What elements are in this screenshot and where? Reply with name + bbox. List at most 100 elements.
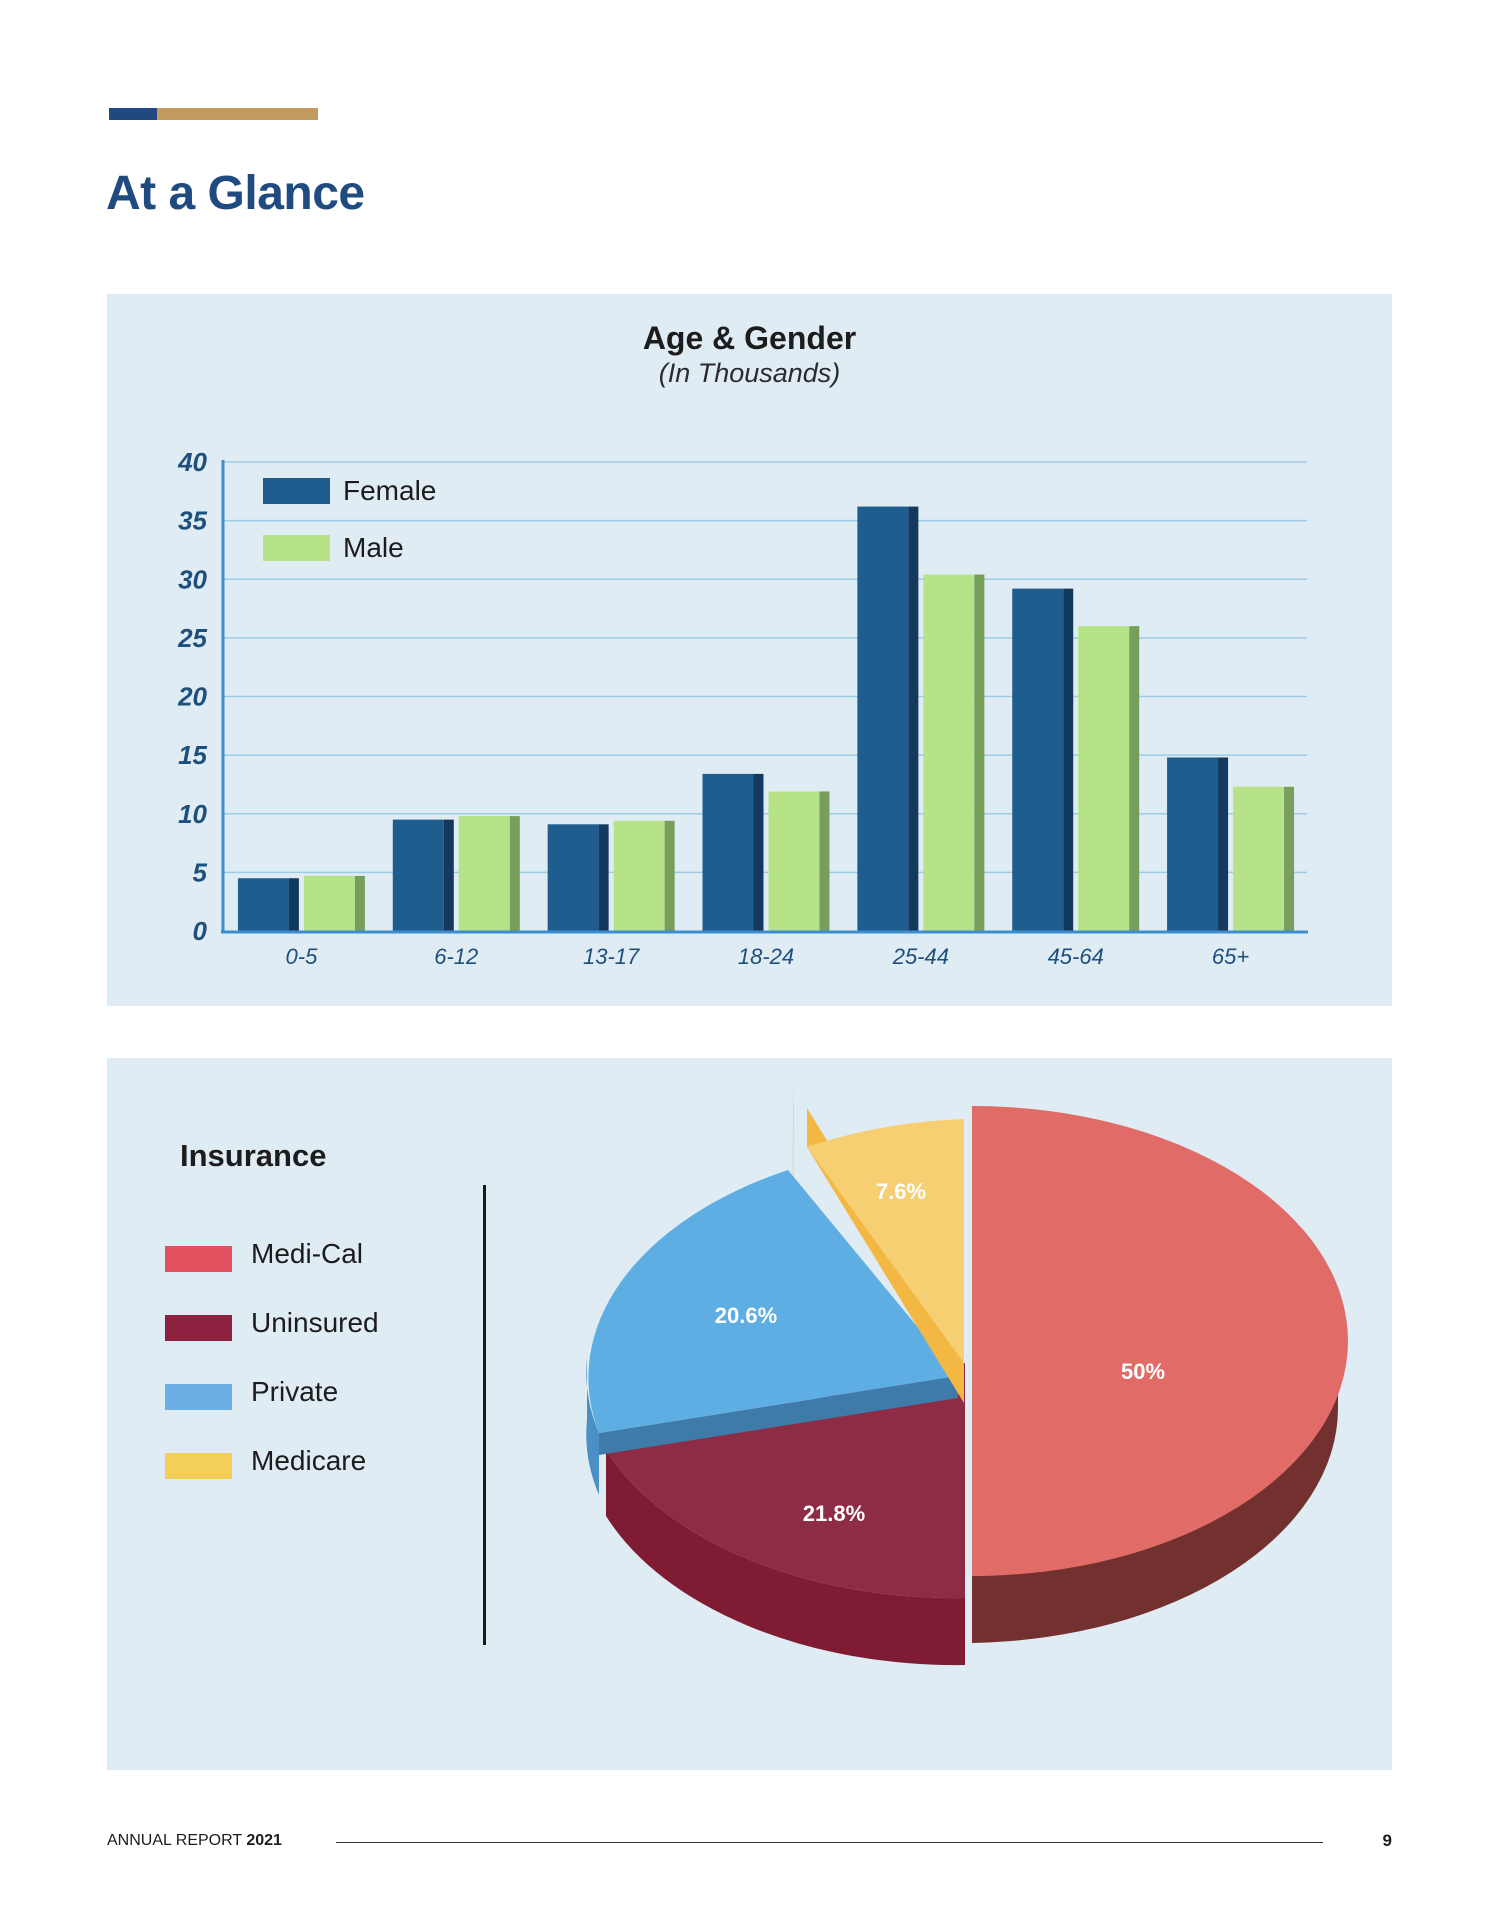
- bar-side: [1218, 757, 1229, 931]
- footer-divider: [336, 1842, 1323, 1843]
- legend-swatch-medi-cal: [165, 1246, 232, 1272]
- bar-front: [768, 791, 820, 931]
- pie-depth-private: [586, 1358, 599, 1495]
- y-tick-label: 40: [177, 447, 207, 477]
- age-gender-panel: Age & Gender (In Thousands) 0 5 10 15 20 25 30…: [107, 294, 1392, 1006]
- footer-report-label: ANNUAL REPORT 2021: [107, 1832, 282, 1850]
- bar-front: [923, 574, 975, 931]
- bar-female-65+: [1167, 757, 1229, 931]
- y-tick-label: 10: [178, 799, 207, 829]
- pie-label-uninsured: 21.8%: [803, 1501, 865, 1526]
- y-tick-label: 0: [193, 916, 208, 946]
- bar-side: [974, 574, 985, 931]
- pie-slice-medi-cal: [972, 1106, 1348, 1576]
- legend-label-private: Private: [251, 1376, 339, 1407]
- x-tick-label: 13-17: [583, 944, 640, 969]
- bar-side: [753, 773, 764, 931]
- y-tick-label: 25: [177, 623, 207, 653]
- y-tick-label: 30: [178, 564, 207, 594]
- bar-front: [1012, 588, 1064, 931]
- legend-label-male: Male: [343, 532, 404, 563]
- legend-label-medicare: Medicare: [251, 1445, 367, 1476]
- bar-front: [1167, 757, 1219, 931]
- bar-front: [392, 819, 444, 931]
- x-tick-label: 18-24: [738, 944, 794, 969]
- pie-label-medicare: 7.6%: [876, 1179, 926, 1204]
- pie-cut-private: [599, 1376, 958, 1455]
- bar-chart-title: Age & Gender: [642, 320, 857, 356]
- pie-slice-medicare: [807, 1119, 964, 1363]
- legend-divider: [483, 1185, 486, 1645]
- bar-male-18-24: [768, 791, 830, 931]
- legend-swatch-medicare: [165, 1453, 232, 1479]
- bar-side: [288, 878, 299, 931]
- bar-male-65+: [1233, 786, 1295, 931]
- bar-front: [1233, 786, 1285, 931]
- bar-y-ticks: 0 5 10 15 20 25 30 35 40: [177, 447, 207, 946]
- x-tick-label: 45-64: [1048, 944, 1104, 969]
- insurance-panel: Insurance Medi-Cal Uninsured Private Med…: [107, 1058, 1392, 1770]
- bar-side: [509, 816, 520, 931]
- bar-gridlines: [223, 461, 1307, 874]
- page-number: 9: [1382, 1831, 1392, 1850]
- pie-slice-private: [588, 1170, 958, 1433]
- bar-male-25-44: [923, 574, 985, 931]
- bar-front: [303, 875, 355, 931]
- bar-male-0-5: [303, 875, 365, 931]
- bar-front: [857, 506, 909, 931]
- legend-swatch-uninsured: [165, 1315, 232, 1341]
- pie-label-medi-cal: 50%: [1121, 1359, 1165, 1384]
- y-tick-label: 20: [177, 682, 207, 712]
- bar-female-45-64: [1012, 588, 1074, 931]
- legend-swatch-private: [165, 1384, 232, 1410]
- accent-bar-blue: [109, 108, 157, 120]
- bar-female-25-44: [857, 506, 919, 931]
- legend-label-uninsured: Uninsured: [251, 1307, 379, 1338]
- footer-report-text: ANNUAL REPORT: [107, 1832, 242, 1849]
- bar-side: [598, 824, 609, 931]
- accent-bar-gold: [157, 108, 318, 120]
- bar-legend: Female Male: [263, 475, 436, 563]
- pie-slice-uninsured: [606, 1363, 965, 1599]
- pie-chart-title: Insurance: [180, 1138, 327, 1173]
- bar-marks: [237, 506, 1295, 931]
- legend-swatch-female: [263, 478, 330, 504]
- pie-depth-uninsured: [606, 1450, 965, 1666]
- insurance-pie-chart: 50% 21.8% 20.6% 7.6%: [586, 1078, 1348, 1666]
- pie-label-private: 20.6%: [715, 1303, 777, 1328]
- bar-front: [613, 820, 665, 931]
- bar-side: [819, 791, 830, 931]
- legend-label-female: Female: [343, 475, 436, 506]
- bar-side: [1284, 786, 1295, 931]
- x-tick-label: 65+: [1212, 944, 1249, 969]
- bar-side: [443, 819, 454, 931]
- bar-side: [1063, 588, 1074, 931]
- bar-front: [237, 878, 289, 931]
- bar-front: [1078, 626, 1130, 931]
- footer-year: 2021: [246, 1832, 282, 1849]
- bar-x-ticks: 0-5 6-12 13-17 18-24 25-44 45-64 65+: [286, 944, 1250, 969]
- bar-front: [702, 773, 754, 931]
- bar-female-13-17: [547, 824, 609, 931]
- x-tick-label: 6-12: [434, 944, 478, 969]
- bar-male-13-17: [613, 820, 675, 931]
- y-tick-label: 15: [178, 740, 207, 770]
- bar-front: [547, 824, 599, 931]
- bar-side: [354, 875, 365, 931]
- bar-male-6-12: [458, 816, 520, 931]
- bar-front: [458, 816, 510, 931]
- age-gender-bar-chart: 0 5 10 15 20 25 30 35 40 0-5 6-12 13-17 18-24 25-44 4…: [177, 447, 1308, 969]
- legend-label-medi-cal: Medi-Cal: [251, 1238, 364, 1269]
- bar-female-18-24: [702, 773, 764, 931]
- x-tick-label: 0-5: [286, 944, 319, 969]
- bar-female-6-12: [392, 819, 454, 931]
- bar-side: [1129, 626, 1140, 931]
- legend-swatch-male: [263, 535, 330, 561]
- bar-side: [664, 820, 675, 931]
- bar-chart-subtitle: (In Thousands): [658, 358, 841, 388]
- x-tick-label: 25-44: [892, 944, 949, 969]
- bar-female-0-5: [237, 878, 299, 931]
- bar-male-45-64: [1078, 626, 1140, 931]
- page-title: At a Glance: [106, 167, 365, 220]
- y-tick-label: 35: [178, 506, 207, 536]
